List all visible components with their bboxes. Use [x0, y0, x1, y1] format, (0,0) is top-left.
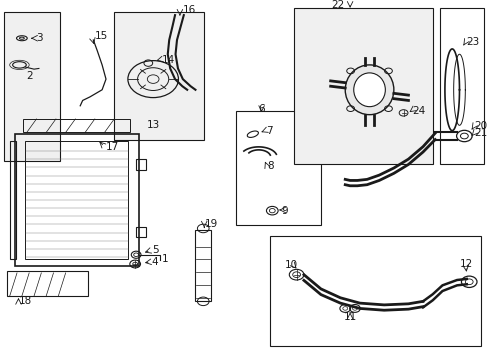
Text: 18: 18 [19, 296, 32, 306]
Text: 12: 12 [460, 259, 473, 269]
Bar [440, 8, 484, 165]
Bar [196, 230, 211, 301]
Text: 17: 17 [106, 142, 119, 152]
Text: 19: 19 [205, 219, 219, 229]
Text: 23: 23 [466, 37, 479, 47]
Bar [136, 159, 146, 170]
Bar [15, 134, 139, 266]
Bar [10, 141, 16, 259]
Bar [25, 141, 128, 259]
Bar [270, 235, 481, 346]
Ellipse shape [354, 73, 385, 107]
Bar [24, 119, 130, 132]
Text: 4: 4 [152, 257, 158, 267]
Bar [294, 8, 433, 165]
Text: 20: 20 [474, 121, 487, 131]
Text: 22: 22 [331, 0, 344, 10]
Text: 10: 10 [285, 260, 298, 270]
Text: 21: 21 [474, 128, 488, 138]
Text: 5: 5 [152, 246, 158, 256]
Text: 16: 16 [182, 5, 196, 15]
Text: 6: 6 [258, 104, 265, 114]
Bar [114, 12, 204, 140]
Text: 2: 2 [26, 71, 32, 81]
Text: 9: 9 [281, 206, 288, 216]
Text: 1: 1 [161, 254, 168, 264]
Text: 3: 3 [36, 33, 43, 43]
Bar [236, 111, 321, 225]
Text: 11: 11 [343, 312, 357, 322]
Text: 14: 14 [161, 55, 174, 64]
Text: 13: 13 [147, 120, 160, 130]
Bar [4, 12, 60, 161]
Text: 7: 7 [266, 126, 272, 136]
Text: 24: 24 [412, 106, 425, 116]
Bar [7, 271, 88, 296]
Bar [136, 227, 146, 237]
Ellipse shape [345, 65, 394, 115]
Text: 8: 8 [268, 161, 274, 171]
Text: 15: 15 [95, 31, 109, 41]
